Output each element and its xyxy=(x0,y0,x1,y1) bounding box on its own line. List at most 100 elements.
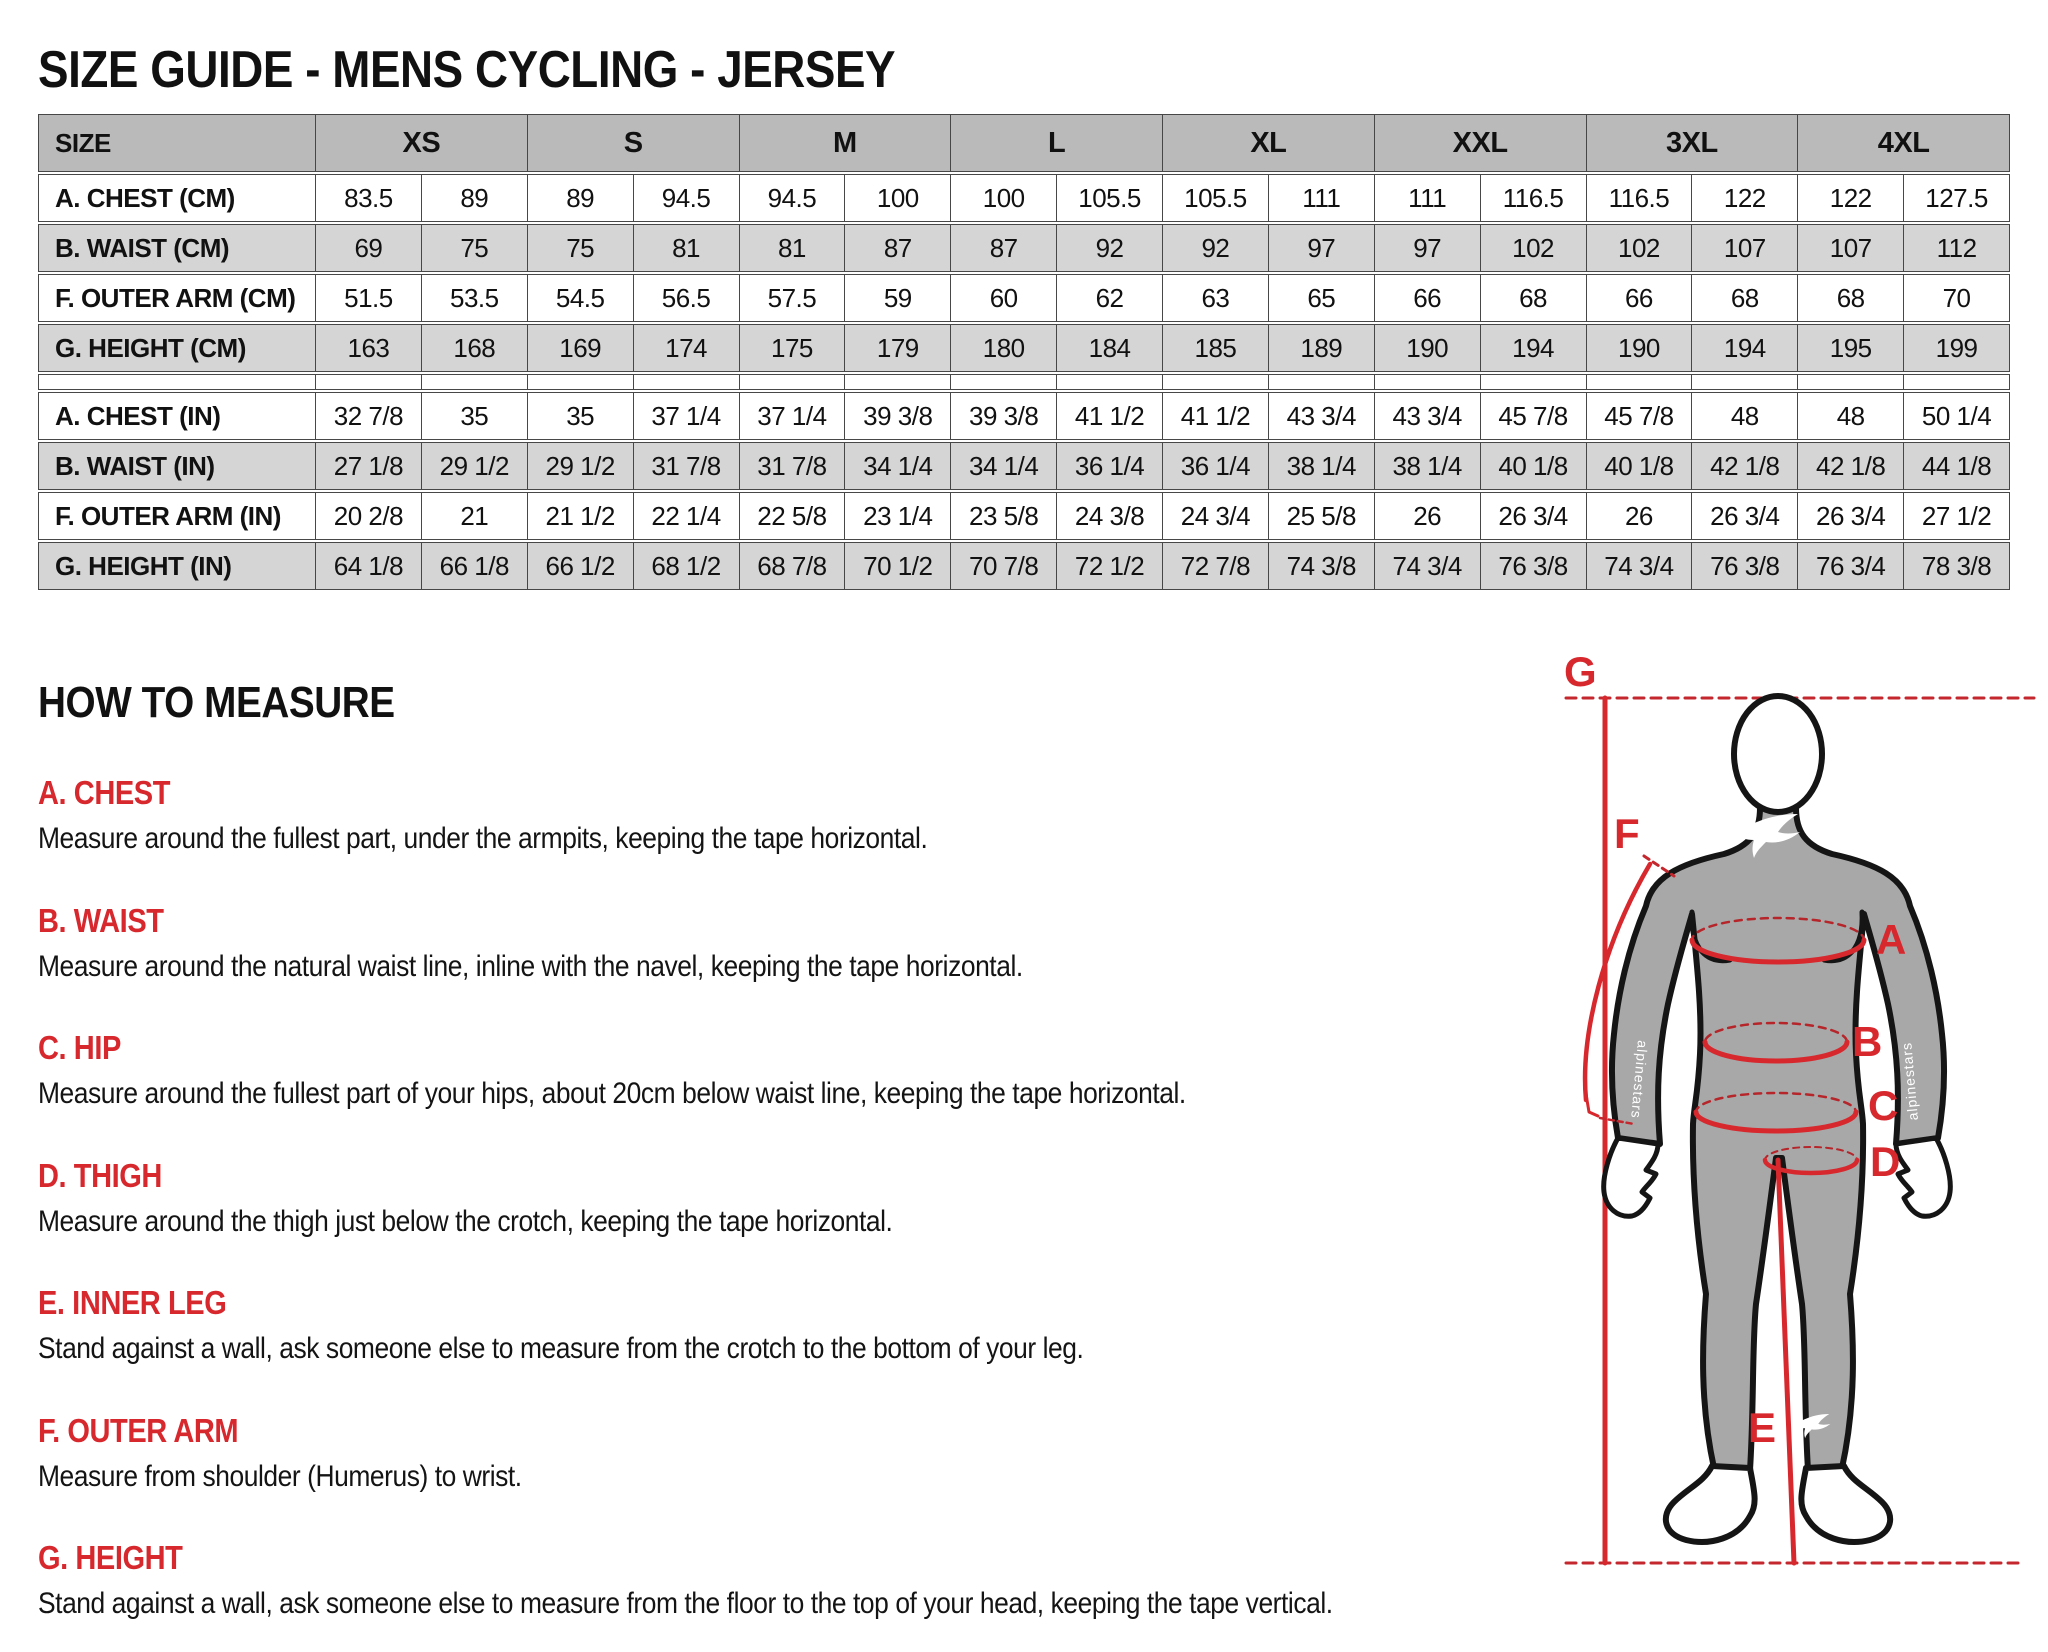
size-value-cell: 40 1/8 xyxy=(1586,442,1693,490)
size-value-cell: 194 xyxy=(1480,324,1587,372)
separator-cell xyxy=(527,374,634,390)
size-value-cell: 42 1/8 xyxy=(1798,442,1905,490)
size-value-cell: 78 3/8 xyxy=(1904,542,2010,590)
size-value-cell: 22 5/8 xyxy=(739,492,846,540)
page-title: SIZE GUIDE - MENS CYCLING - JERSEY xyxy=(38,44,2048,96)
size-value-cell: 76 3/8 xyxy=(1692,542,1799,590)
size-value-cell: 36 1/4 xyxy=(1057,442,1163,490)
foot-left xyxy=(1662,1463,1758,1545)
size-value-cell: 38 1/4 xyxy=(1268,442,1375,490)
size-value-cell: 66 xyxy=(1586,274,1693,322)
separator-cell xyxy=(1798,374,1905,390)
size-value-cell: 35 xyxy=(421,392,528,440)
table-row: G. HEIGHT (CM) 163 168 169 174 175 179 180 184 18… xyxy=(38,324,2010,372)
hand-left xyxy=(1601,1135,1661,1219)
size-value-cell: 89 xyxy=(527,174,634,222)
size-table-header-row: SIZE XS S M L XL XXL 3XL 4XL xyxy=(38,114,2010,172)
measure-text: Stand against a wall, ask someone else t… xyxy=(38,1587,1333,1620)
separator-row xyxy=(38,374,2010,390)
measure-ellipse-C-solid xyxy=(1693,1109,1859,1134)
size-value-cell: 94.5 xyxy=(633,174,740,222)
size-value-cell: 48 xyxy=(1692,392,1799,440)
size-value-cell: 38 1/4 xyxy=(1374,442,1481,490)
size-value-cell: 70 7/8 xyxy=(951,542,1058,590)
separator-cell xyxy=(38,374,316,390)
table-row: A. CHEST (IN) 32 7/8 35 35 37 1/4 37 1/4 39 3/… xyxy=(38,392,2010,440)
row-label: F. OUTER ARM (IN) xyxy=(38,492,316,540)
size-value-cell: 92 xyxy=(1057,224,1163,272)
measure-line-F-bracket xyxy=(1584,1092,1600,1118)
size-value-cell: 175 xyxy=(739,324,846,372)
size-value-cell: 184 xyxy=(1057,324,1163,372)
diagram-label-E: E xyxy=(1748,1404,1776,1451)
separator-cell xyxy=(316,374,422,390)
measure-ellipse-A-solid xyxy=(1689,937,1867,965)
size-value-cell: 50 1/4 xyxy=(1904,392,2010,440)
size-value-cell: 66 1/2 xyxy=(527,542,634,590)
size-value-cell: 26 3/4 xyxy=(1692,492,1799,540)
separator-cell xyxy=(1692,374,1799,390)
size-col-header: 3XL xyxy=(1586,114,1799,172)
separator-cell xyxy=(1586,374,1693,390)
size-value-cell: 116.5 xyxy=(1480,174,1587,222)
measure-item-inner-leg: E. INNER LEG Stand against a wall, ask s… xyxy=(38,1284,1538,1368)
size-value-cell: 20 2/8 xyxy=(316,492,422,540)
separator-cell xyxy=(845,374,952,390)
size-value-cell: 76 3/8 xyxy=(1480,542,1587,590)
size-value-cell: 105.5 xyxy=(1163,174,1269,222)
sleeve-logo-text-right: alpinestars xyxy=(1898,1041,1921,1121)
size-value-cell: 34 1/4 xyxy=(951,442,1058,490)
size-value-cell: 70 1/2 xyxy=(845,542,952,590)
size-value-cell: 100 xyxy=(845,174,952,222)
size-value-cell: 42 1/8 xyxy=(1692,442,1799,490)
size-value-cell: 35 xyxy=(527,392,634,440)
size-col-header: S xyxy=(527,114,740,172)
measure-heading: B. WAIST xyxy=(38,901,164,939)
measure-heading: A. CHEST xyxy=(38,774,171,811)
row-label: B. WAIST (CM) xyxy=(38,224,316,272)
size-value-cell: 24 3/4 xyxy=(1163,492,1269,540)
size-value-cell: 94.5 xyxy=(739,174,846,222)
size-value-cell: 64 1/8 xyxy=(316,542,422,590)
size-value-cell: 107 xyxy=(1692,224,1799,272)
size-value-cell: 89 xyxy=(421,174,528,222)
size-value-cell: 68 xyxy=(1692,274,1799,322)
size-value-cell: 57.5 xyxy=(739,274,846,322)
size-value-cell: 111 xyxy=(1268,174,1375,222)
measure-heading: C. HIP xyxy=(38,1029,121,1066)
size-value-cell: 168 xyxy=(421,324,528,372)
size-value-cell: 66 xyxy=(1374,274,1481,322)
row-label: G. HEIGHT (IN) xyxy=(38,542,316,590)
size-value-cell: 122 xyxy=(1692,174,1799,222)
size-value-cell: 53.5 xyxy=(421,274,528,322)
table-row: A. CHEST (CM) 83.5 89 89 94.5 94.5 100 100 105.5… xyxy=(38,174,2010,222)
size-value-cell: 43 3/4 xyxy=(1268,392,1375,440)
size-value-cell: 27 1/8 xyxy=(316,442,422,490)
size-value-cell: 102 xyxy=(1586,224,1693,272)
size-value-cell: 45 7/8 xyxy=(1586,392,1693,440)
size-value-cell: 65 xyxy=(1268,274,1375,322)
row-label: F. OUTER ARM (CM) xyxy=(38,274,316,322)
measure-text: Measure around the fullest part of your … xyxy=(38,1077,1186,1110)
table-row: G. HEIGHT (IN) 64 1/8 66 1/8 66 1/2 68 1/2 68… xyxy=(38,542,2010,590)
size-value-cell: 62 xyxy=(1057,274,1163,322)
size-value-cell: 39 3/8 xyxy=(951,392,1058,440)
separator-cell xyxy=(633,374,740,390)
how-to-measure-title: HOW TO MEASURE xyxy=(38,678,395,727)
size-value-cell: 26 xyxy=(1374,492,1481,540)
size-value-cell: 190 xyxy=(1374,324,1481,372)
size-value-cell: 174 xyxy=(633,324,740,372)
size-value-cell: 163 xyxy=(316,324,422,372)
size-col-header: XXL xyxy=(1374,114,1587,172)
size-value-cell: 199 xyxy=(1904,324,2010,372)
size-value-cell: 32 7/8 xyxy=(316,392,422,440)
diagram-label-F: F xyxy=(1614,810,1639,857)
size-value-cell: 107 xyxy=(1798,224,1905,272)
measure-text: Stand against a wall, ask someone else t… xyxy=(38,1332,1084,1365)
size-value-cell: 68 1/2 xyxy=(633,542,740,590)
size-value-cell: 66 1/8 xyxy=(421,542,528,590)
hand-right xyxy=(1893,1135,1953,1219)
measure-item-thigh: D. THIGH Measure around the thigh just b… xyxy=(38,1157,1538,1241)
body-silhouette xyxy=(1608,805,1948,1473)
size-value-cell: 105.5 xyxy=(1057,174,1163,222)
